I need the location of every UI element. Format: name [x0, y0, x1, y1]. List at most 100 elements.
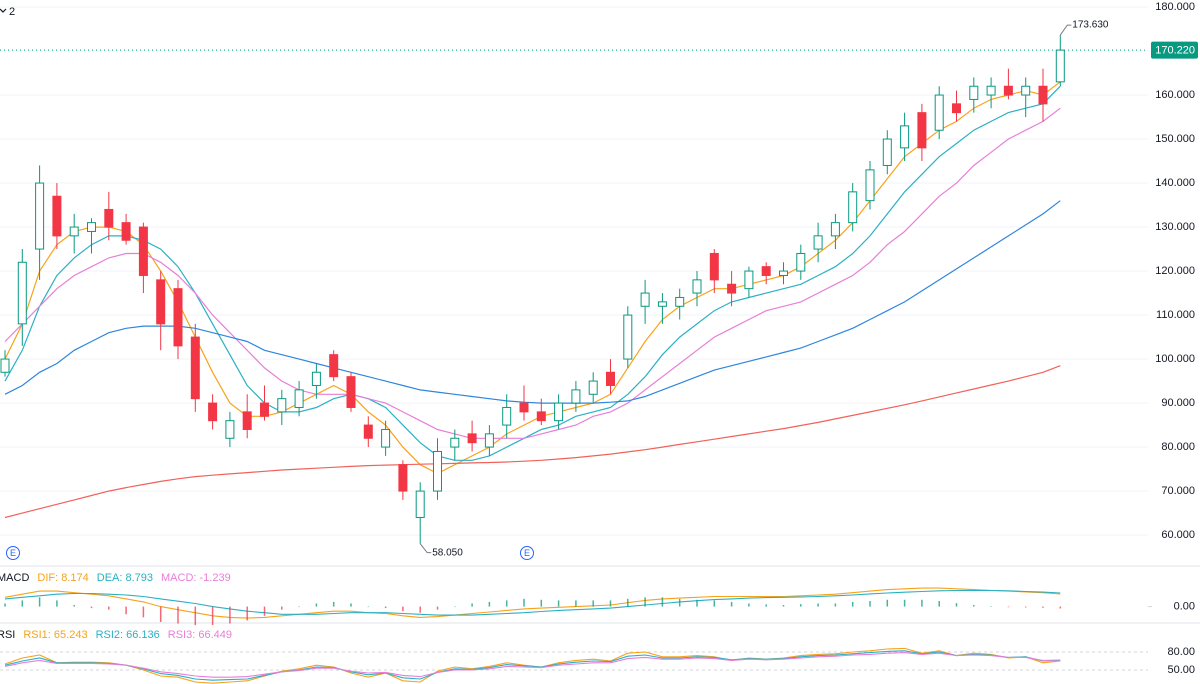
histogram-bar: [315, 603, 318, 607]
histogram-bar: [575, 600, 577, 607]
candle-body: [104, 208, 114, 228]
event-circle: [6, 546, 20, 560]
candle-body: [640, 292, 650, 307]
y-tick-label: 150.000: [1155, 133, 1195, 145]
candle-body: [623, 314, 633, 360]
histogram-bar: [627, 598, 629, 607]
candle-body: [294, 389, 304, 408]
y-tick-label: 80.00: [1167, 646, 1195, 658]
candle-body: [311, 371, 321, 386]
y-tick-label: 160.000: [1155, 89, 1195, 101]
indicator-line: [4, 652, 1061, 678]
candle-body: [571, 389, 581, 404]
histogram-bar: [56, 600, 58, 607]
last-price-box: [1151, 41, 1198, 59]
histogram-bar: [817, 603, 819, 607]
histogram-bar: [125, 606, 127, 615]
y-tick-label: 110.000: [1156, 309, 1195, 321]
y-tick-label: 80.000: [1161, 441, 1195, 453]
indicator-line: [4, 650, 1061, 681]
histogram-bar: [523, 598, 525, 607]
interval-selector[interactable]: 2: [0, 6, 15, 18]
histogram-bar: [332, 601, 335, 607]
histogram-bar: [1007, 606, 1010, 608]
legend-entry: MACD: -1.239: [161, 572, 231, 584]
histogram-bar: [800, 604, 802, 607]
candle-body: [882, 138, 892, 166]
legend-entry: DEA: 8.793: [97, 572, 153, 584]
high-annotation-line: [1059, 24, 1072, 36]
low-annotation-line: [419, 543, 432, 554]
histogram-bar: [350, 603, 352, 607]
legend-entry: RSI3: 66.449: [168, 629, 232, 641]
pane-title: MACD: [0, 572, 29, 584]
candle-body: [952, 103, 961, 114]
interval-label: 2: [9, 6, 15, 18]
candle-body: [156, 279, 166, 325]
candle-body: [260, 402, 269, 417]
y-tick-label: 120.000: [1155, 265, 1195, 277]
histogram-bar: [1059, 606, 1062, 609]
candle-body: [208, 402, 218, 422]
candle-body: [675, 296, 685, 307]
y-tick-label: 180.000: [1155, 1, 1195, 13]
candle-body: [87, 222, 96, 232]
chevron-icon: [0, 8, 7, 13]
event-label: E: [524, 548, 530, 558]
moving-average-line: [4, 85, 1061, 461]
candle-body: [398, 464, 408, 492]
histogram-bar: [471, 603, 473, 607]
moving-average-line: [4, 107, 1061, 439]
indicator-line: [4, 647, 1061, 684]
histogram-bar: [955, 603, 958, 607]
histogram-bar: [298, 606, 300, 608]
event-marker[interactable]: E: [520, 546, 534, 560]
candle-body: [121, 222, 131, 241]
last-price-label: 170.220: [1155, 44, 1195, 56]
candle-body: [0, 358, 10, 373]
moving-average-line: [4, 365, 1061, 519]
candle-body: [415, 490, 425, 518]
histogram-bar: [644, 597, 646, 607]
histogram-bar: [229, 606, 231, 624]
candle-body: [709, 252, 719, 281]
histogram-bar: [1042, 606, 1044, 608]
histogram-bar: [557, 600, 560, 607]
histogram-bar: [903, 599, 906, 607]
candle-body: [17, 261, 27, 325]
histogram-bar: [921, 599, 923, 607]
legend-entry: RSI1: 65.243: [23, 629, 87, 641]
y-tick-label: 60.000: [1161, 529, 1195, 541]
histogram-bar: [194, 606, 197, 626]
histogram-bar: [90, 606, 93, 609]
candle-body: [1055, 49, 1065, 83]
candle-body: [796, 252, 806, 272]
candle-body: [484, 433, 494, 448]
candle-body: [1021, 85, 1031, 96]
candle-body: [917, 112, 927, 149]
y-tick-label: 130.000: [1155, 221, 1195, 233]
candle-body: [779, 270, 788, 276]
y-tick-label: 90.000: [1161, 397, 1195, 409]
event-marker[interactable]: E: [6, 546, 20, 560]
candle-body: [242, 411, 252, 430]
candle-body: [173, 288, 183, 347]
histogram-bar: [21, 600, 24, 607]
histogram-bar: [402, 606, 404, 612]
histogram-bar: [142, 606, 145, 618]
histogram-bar: [367, 606, 370, 608]
histogram-bar: [38, 597, 41, 607]
histogram-bar: [661, 597, 664, 607]
candle-body: [1038, 85, 1048, 105]
histogram-bar: [246, 606, 248, 621]
high-annotation: 173.630: [1072, 20, 1109, 31]
histogram-bar: [419, 606, 421, 613]
indicator-line: [4, 587, 1061, 619]
grid-layer: [0, 6, 1152, 671]
y-tick-label: 100.000: [1155, 353, 1195, 365]
candle-body: [467, 433, 477, 444]
event-label: E: [10, 548, 16, 558]
histogram-bar: [886, 599, 889, 607]
histogram-bar: [990, 606, 992, 607]
